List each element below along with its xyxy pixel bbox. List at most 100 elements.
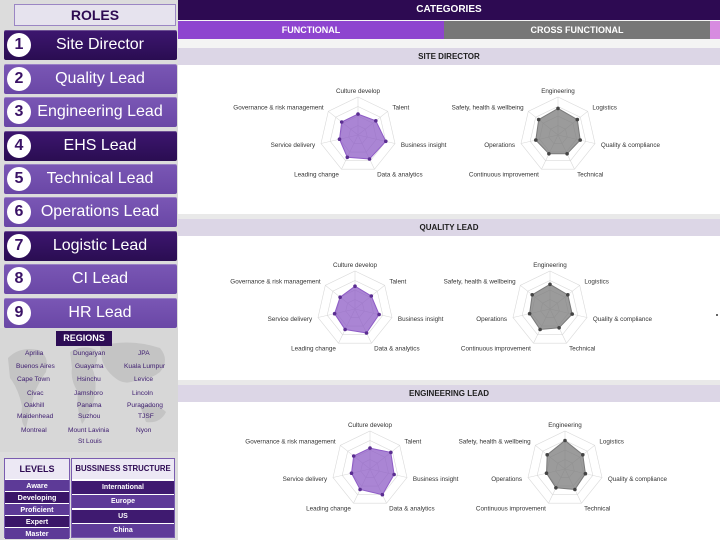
role-button-technical-lead[interactable]: 5 Technical Lead bbox=[4, 164, 177, 194]
role-button-ci-lead[interactable]: 8 CI Lead bbox=[4, 264, 177, 294]
role-button-quality-lead[interactable]: 2 Quality Lead bbox=[4, 64, 177, 94]
region-nyon[interactable]: Nyon bbox=[136, 427, 152, 434]
region-guayama[interactable]: Guayama bbox=[75, 363, 104, 370]
radar-data-area bbox=[529, 283, 573, 331]
level-proficient[interactable]: Proficient bbox=[5, 503, 69, 515]
section-title-quality-lead: QUALITY LEAD bbox=[178, 219, 720, 236]
role-button-engineering-lead[interactable]: 3 Engineering Lead bbox=[4, 97, 177, 127]
tab-overflow[interactable] bbox=[710, 21, 720, 39]
region-buenos-aires[interactable]: Buenos Aires bbox=[16, 363, 55, 370]
region-oakhill[interactable]: Oakhill bbox=[24, 402, 45, 409]
radar-data-point bbox=[575, 117, 580, 122]
region-panama[interactable]: Panama bbox=[77, 402, 102, 409]
region-maidenhead[interactable]: Maidenhead bbox=[17, 413, 54, 420]
functional-radar-chart: Culture develop Talent Business insight Dat… bbox=[233, 88, 446, 179]
region-tjsf[interactable]: TJSF bbox=[138, 413, 154, 420]
level-master[interactable]: Master bbox=[5, 527, 69, 539]
radar-axis-label: Business insight bbox=[398, 316, 444, 323]
radar-data-point bbox=[380, 492, 385, 497]
number-2-icon: 2 bbox=[7, 67, 31, 91]
radar-grid-ring bbox=[520, 96, 596, 170]
level-developing[interactable]: Developing bbox=[5, 491, 69, 503]
radar-data-point bbox=[377, 312, 381, 317]
tab-functional[interactable]: FUNCTIONAL bbox=[178, 21, 444, 39]
role-button-ehs-lead[interactable]: 4 EHS Lead bbox=[4, 131, 177, 161]
radar-data-point bbox=[339, 120, 344, 124]
radar-axis-label: Continuous improvement bbox=[461, 346, 531, 353]
radar-data-point bbox=[557, 326, 561, 330]
region-cape-town[interactable]: Cape Town bbox=[17, 376, 50, 383]
radar-axis-label: Logistics bbox=[584, 279, 609, 286]
number-1-icon: 1 bbox=[7, 33, 31, 57]
radar-axis-label: Business insight bbox=[413, 476, 459, 483]
radar-data-area bbox=[545, 439, 586, 491]
radar-axis-label: Governance & risk management bbox=[230, 279, 321, 286]
region-montreal[interactable]: Montreal bbox=[21, 427, 47, 434]
radar-axis-label: Data & analytics bbox=[377, 172, 423, 179]
radar-axis-label: Operations bbox=[491, 476, 522, 483]
number-8-icon: 8 bbox=[7, 267, 31, 291]
radar-axis-label: Operations bbox=[476, 316, 507, 323]
radar-data-point bbox=[345, 155, 350, 160]
radar-data-point bbox=[338, 295, 342, 299]
radar-axis-label: Leading change bbox=[294, 172, 339, 179]
business-international[interactable]: International bbox=[72, 480, 174, 494]
role-label: Logistic Lead bbox=[52, 237, 148, 254]
section-title-site-director: SITE DIRECTOR bbox=[178, 48, 720, 65]
number-9-icon: 9 bbox=[7, 301, 31, 325]
radar-data-point bbox=[389, 450, 393, 455]
radar-data-point bbox=[566, 293, 570, 297]
region-mount-lavinia[interactable]: Mount Lavinia bbox=[68, 427, 110, 434]
region-st-louis[interactable]: St Louis bbox=[78, 438, 102, 445]
region-aprilia[interactable]: Aprilia bbox=[25, 350, 44, 357]
region-levice[interactable]: Levice bbox=[134, 376, 154, 383]
region-dungaryan[interactable]: Dungaryan bbox=[73, 350, 106, 357]
business-us[interactable]: US bbox=[72, 509, 174, 523]
section-site-director bbox=[178, 65, 720, 215]
role-label: Site Director bbox=[55, 36, 145, 53]
radar-data-point bbox=[530, 293, 534, 297]
radar-grid-ring bbox=[341, 440, 399, 495]
role-button-logistic-lead[interactable]: 7 Logistic Lead bbox=[4, 231, 177, 261]
main-panel: CATEGORIES FUNCTIONAL CROSS FUNCTIONAL S… bbox=[178, 0, 720, 540]
categories-title: CATEGORIES bbox=[178, 0, 720, 20]
business-europe[interactable]: Europe bbox=[72, 495, 174, 508]
section-engineering-lead bbox=[178, 402, 720, 540]
radar-axis-label: Operations bbox=[484, 142, 515, 149]
level-aware[interactable]: Aware bbox=[5, 479, 69, 491]
radar-axis-label: Talent bbox=[404, 439, 421, 446]
tab-cross-functional[interactable]: CROSS FUNCTIONAL bbox=[444, 21, 710, 39]
radar-data-point bbox=[536, 117, 541, 122]
business-china[interactable]: China bbox=[72, 524, 174, 537]
region-kuala-lumpur[interactable]: Kuala Lumpur bbox=[124, 363, 166, 370]
region-puragadong[interactable]: Puragadong bbox=[127, 402, 163, 409]
radar-data-point bbox=[369, 294, 374, 298]
region-jamshoro[interactable]: Jamshoro bbox=[74, 390, 103, 397]
radar-axis-label: Culture develop bbox=[333, 262, 378, 269]
radar-data-point bbox=[392, 472, 396, 477]
radar-axis-label: Governance & risk management bbox=[233, 105, 324, 112]
radar-grid-ring bbox=[512, 270, 588, 344]
region-jpa[interactable]: JPA bbox=[138, 350, 150, 357]
radar-data-point bbox=[337, 137, 342, 141]
level-expert[interactable]: Expert bbox=[5, 515, 69, 527]
role-button-hr-lead[interactable]: 9 HR Lead bbox=[4, 298, 177, 328]
cross-functional-radar-chart: Engineering Logistics Quality & compliance… bbox=[452, 88, 661, 179]
region-suzhou[interactable]: Suzhou bbox=[78, 413, 101, 420]
role-button-operations-lead[interactable]: 6 Operations Lead bbox=[4, 197, 177, 227]
radar-data-point bbox=[578, 138, 582, 142]
role-button-site-director[interactable]: 1 Site Director bbox=[4, 30, 177, 60]
radar-grid-ring bbox=[527, 430, 603, 504]
radar-data-point bbox=[374, 119, 378, 123]
region-civac[interactable]: Civac bbox=[27, 390, 44, 397]
radar-axis-label: Service delivery bbox=[271, 142, 316, 149]
number-4-icon: 4 bbox=[7, 134, 31, 158]
radar-axis-label: Talent bbox=[389, 279, 406, 286]
radar-axis-label: Talent bbox=[392, 105, 409, 112]
region-lincoln[interactable]: Lincoln bbox=[132, 390, 153, 397]
radar-grid-ring bbox=[326, 280, 384, 335]
section-divider bbox=[178, 214, 720, 220]
region-hsinchu[interactable]: Hsinchu bbox=[77, 376, 101, 383]
radar-axis-label: Data & analytics bbox=[389, 506, 435, 513]
